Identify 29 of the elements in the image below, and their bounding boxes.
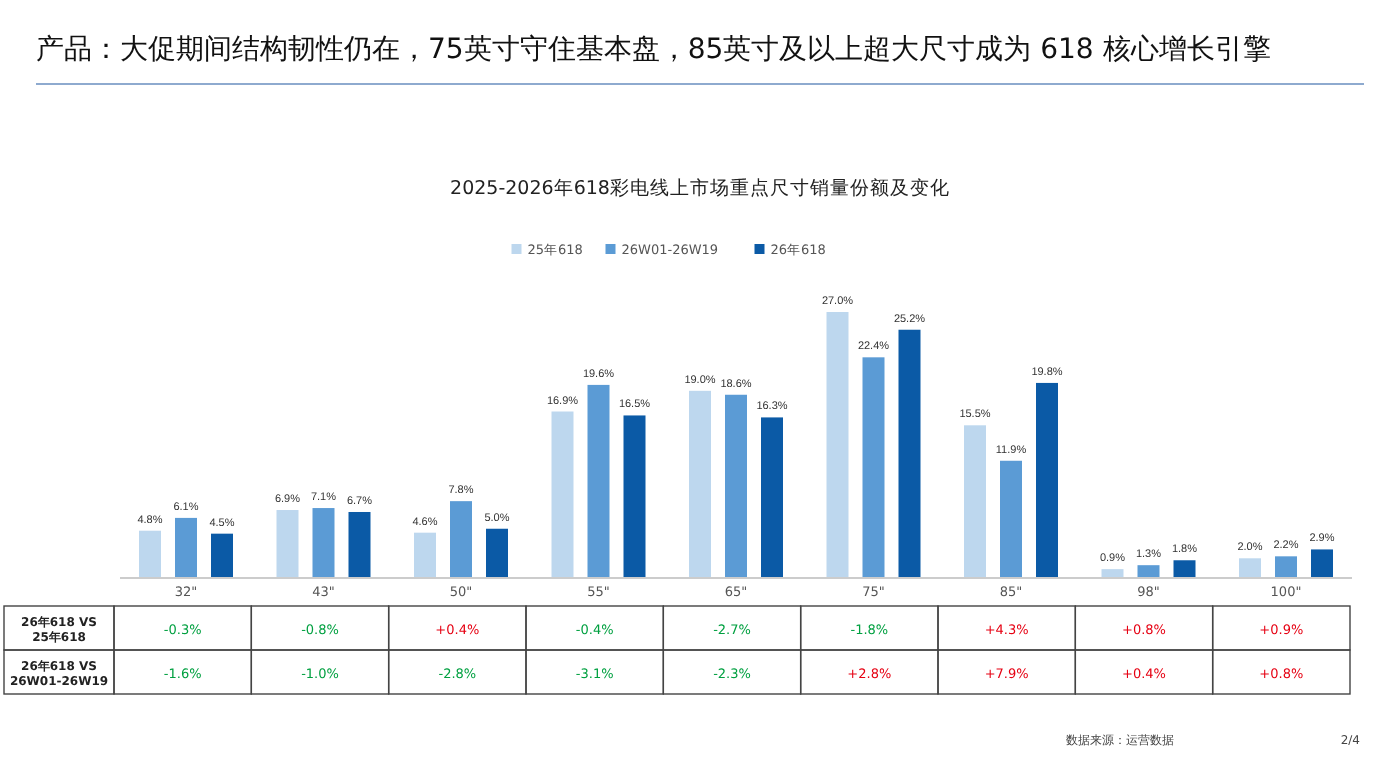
bar: [1036, 382, 1058, 578]
bar: [1000, 460, 1022, 578]
bar: [964, 425, 986, 578]
bar: [1101, 569, 1124, 578]
bar: [1137, 565, 1160, 578]
bar: [139, 530, 161, 578]
bar: [1275, 556, 1297, 578]
bar: [1173, 560, 1196, 578]
bar: [450, 501, 472, 578]
chart-title: 产品：大促期间结构韧性仍在，75英寸守住基本盘，85英寸及以上超大尺寸成为 618 核心增长引擎: [36, 34, 1271, 66]
bar: [414, 532, 436, 578]
bar: [898, 329, 921, 578]
bar: [276, 510, 299, 578]
bar: [486, 528, 508, 578]
bar: [761, 417, 783, 578]
bar: [211, 533, 233, 578]
bar: [348, 511, 371, 578]
bar: [587, 384, 610, 578]
bar: [689, 390, 711, 578]
bar: [312, 508, 335, 578]
bar: [1311, 549, 1333, 578]
bar: [826, 312, 849, 578]
bar: [725, 394, 747, 578]
chart-subtitle: 2025-2026年618彩电线上市场重点尺寸销量份额及变化: [450, 176, 950, 200]
bar: [862, 357, 885, 578]
bar: [1239, 558, 1261, 578]
bar: [175, 517, 197, 578]
bar: [551, 411, 574, 578]
bar: [623, 415, 646, 578]
